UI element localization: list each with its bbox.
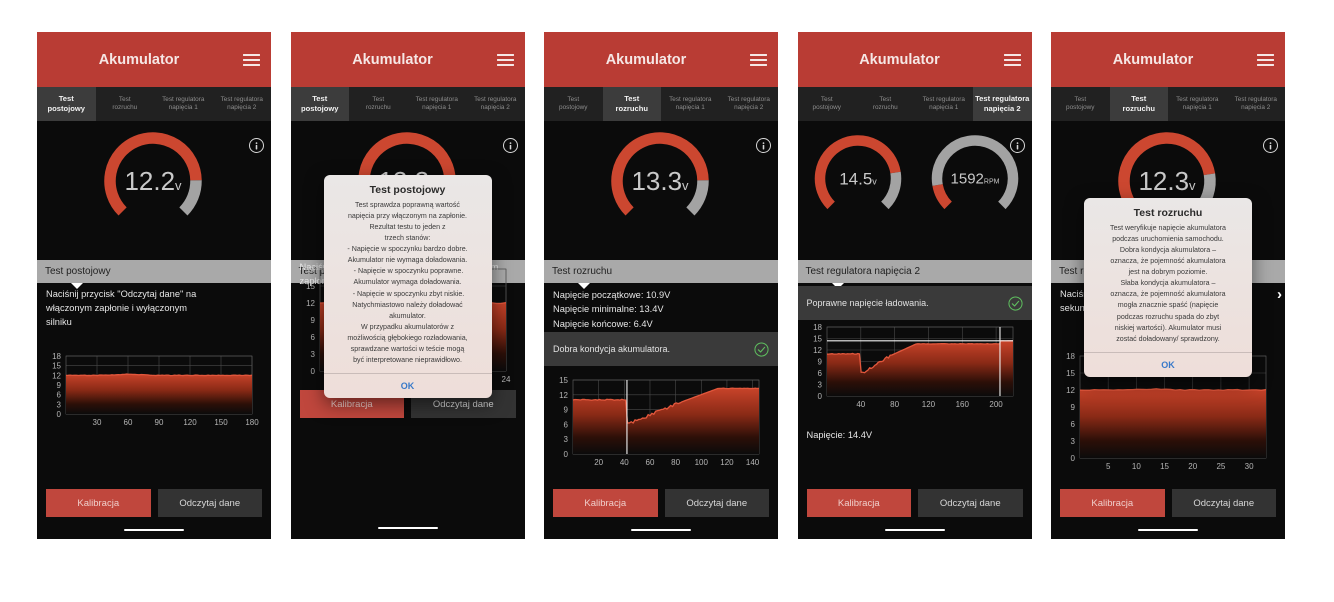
svg-text:9: 9 <box>310 316 315 325</box>
svg-text:3: 3 <box>1071 437 1076 446</box>
svg-text:3: 3 <box>57 400 62 409</box>
svg-text:12: 12 <box>306 299 315 308</box>
svg-text:12: 12 <box>1066 386 1075 395</box>
svg-text:0: 0 <box>817 392 822 401</box>
svg-text:15: 15 <box>559 376 568 385</box>
svg-text:0: 0 <box>310 367 315 376</box>
svg-text:15: 15 <box>52 362 61 371</box>
svg-text:200: 200 <box>989 400 1003 409</box>
svg-text:14.5v: 14.5v <box>839 169 877 188</box>
svg-text:20: 20 <box>594 458 603 467</box>
svg-text:5: 5 <box>1106 462 1111 471</box>
svg-text:12: 12 <box>813 346 822 355</box>
svg-text:9: 9 <box>1071 403 1076 412</box>
svg-text:0: 0 <box>57 410 62 419</box>
svg-text:24: 24 <box>501 375 510 384</box>
svg-text:15: 15 <box>306 282 315 291</box>
svg-text:60: 60 <box>646 458 655 467</box>
svg-text:100: 100 <box>695 458 709 467</box>
svg-text:60: 60 <box>124 418 133 427</box>
svg-text:120: 120 <box>183 418 197 427</box>
svg-text:160: 160 <box>955 400 969 409</box>
svg-text:180: 180 <box>245 418 259 427</box>
svg-text:140: 140 <box>746 458 760 467</box>
svg-text:40: 40 <box>856 400 865 409</box>
svg-text:9: 9 <box>564 406 569 415</box>
svg-text:10: 10 <box>1132 462 1141 471</box>
svg-text:80: 80 <box>671 458 680 467</box>
svg-text:12.2v: 12.2v <box>124 166 182 196</box>
svg-text:90: 90 <box>155 418 164 427</box>
svg-text:15: 15 <box>1160 462 1169 471</box>
svg-text:13.3v: 13.3v <box>631 166 689 196</box>
svg-text:20: 20 <box>1188 462 1197 471</box>
svg-text:15: 15 <box>1066 369 1075 378</box>
svg-text:6: 6 <box>310 333 315 342</box>
svg-text:0: 0 <box>564 450 569 459</box>
svg-text:18: 18 <box>813 323 822 332</box>
svg-text:9: 9 <box>817 358 822 367</box>
svg-text:120: 120 <box>720 458 734 467</box>
svg-text:1592RPM: 1592RPM <box>950 171 999 188</box>
svg-text:18: 18 <box>52 352 61 361</box>
svg-text:12: 12 <box>52 371 61 380</box>
svg-text:3: 3 <box>817 381 822 390</box>
svg-text:15: 15 <box>813 335 822 344</box>
svg-text:18: 18 <box>306 265 315 274</box>
svg-text:40: 40 <box>620 458 629 467</box>
svg-text:12.3v: 12.3v <box>1138 166 1196 196</box>
svg-text:80: 80 <box>890 400 899 409</box>
svg-text:120: 120 <box>921 400 935 409</box>
svg-text:6: 6 <box>1071 420 1076 429</box>
svg-text:6: 6 <box>817 369 822 378</box>
svg-text:3: 3 <box>310 350 315 359</box>
svg-text:9: 9 <box>57 381 62 390</box>
svg-text:12: 12 <box>559 391 568 400</box>
svg-text:25: 25 <box>1216 462 1225 471</box>
svg-text:18: 18 <box>1066 352 1075 361</box>
svg-text:30: 30 <box>1245 462 1254 471</box>
svg-text:3: 3 <box>564 435 569 444</box>
svg-text:150: 150 <box>214 418 228 427</box>
svg-text:6: 6 <box>564 420 569 429</box>
svg-text:6: 6 <box>57 391 62 400</box>
svg-text:0: 0 <box>1071 454 1076 463</box>
svg-text:30: 30 <box>93 418 102 427</box>
